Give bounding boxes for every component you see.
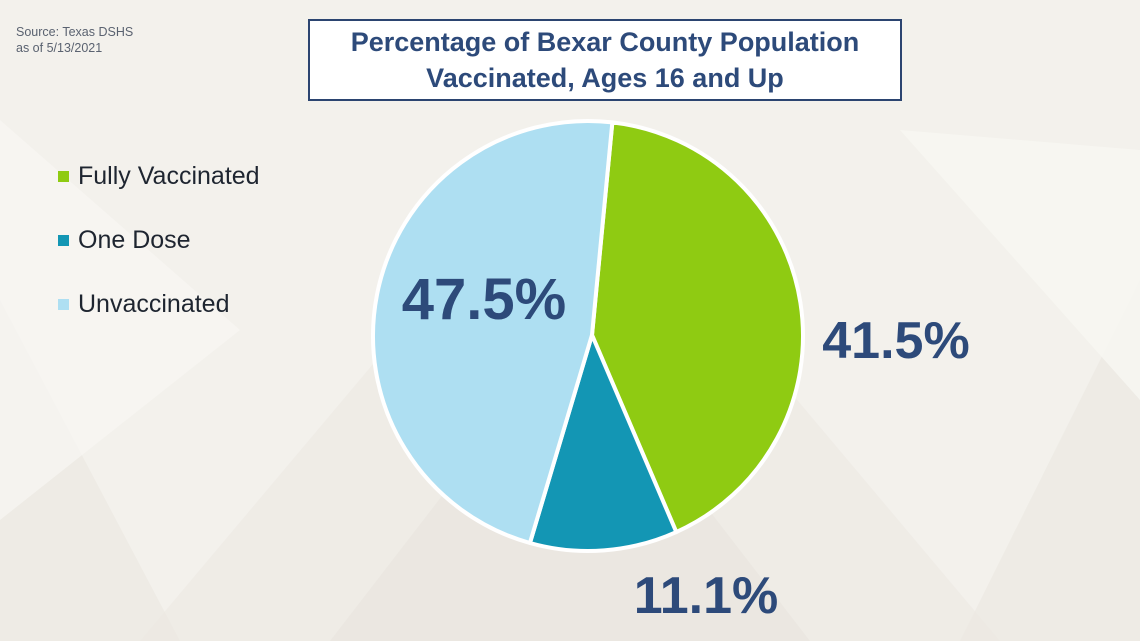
data-label-unvaccinated: 47.5% — [402, 267, 566, 332]
legend-item-fully-vaccinated: Fully Vaccinated — [58, 160, 260, 192]
legend-label: Fully Vaccinated — [78, 161, 260, 190]
pie-slice-one-dose — [527, 333, 679, 553]
data-label-fully-vaccinated: 41.5% — [822, 312, 969, 370]
chart-title-line-1: Percentage of Bexar County Population — [350, 27, 860, 57]
source-date: as of 5/13/2021 — [16, 41, 103, 55]
chart-title-line-2: Vaccinated, Ages 16 and Up — [426, 63, 784, 93]
legend-label: Unvaccinated — [78, 289, 230, 318]
legend-item-one-dose: One Dose — [58, 224, 260, 256]
pie-slice-unvaccinated — [371, 119, 615, 546]
source-note: Source: Texas DSHS as of 5/13/2021 — [16, 24, 133, 56]
chart-title: Percentage of Bexar County Population Va… — [308, 19, 902, 101]
data-label-one-dose: 11.1% — [634, 567, 779, 625]
legend: Fully Vaccinated One Dose Unvaccinated — [58, 160, 260, 352]
source-line: Source: Texas DSHS — [16, 25, 134, 39]
legend-swatch-unvaccinated — [58, 298, 69, 310]
pie-slice-fully-vaccinated — [590, 120, 805, 535]
legend-label: One Dose — [78, 225, 191, 254]
legend-swatch-one-dose — [58, 234, 69, 246]
legend-item-unvaccinated: Unvaccinated — [58, 288, 260, 320]
legend-swatch-fully-vaccinated — [58, 170, 69, 182]
